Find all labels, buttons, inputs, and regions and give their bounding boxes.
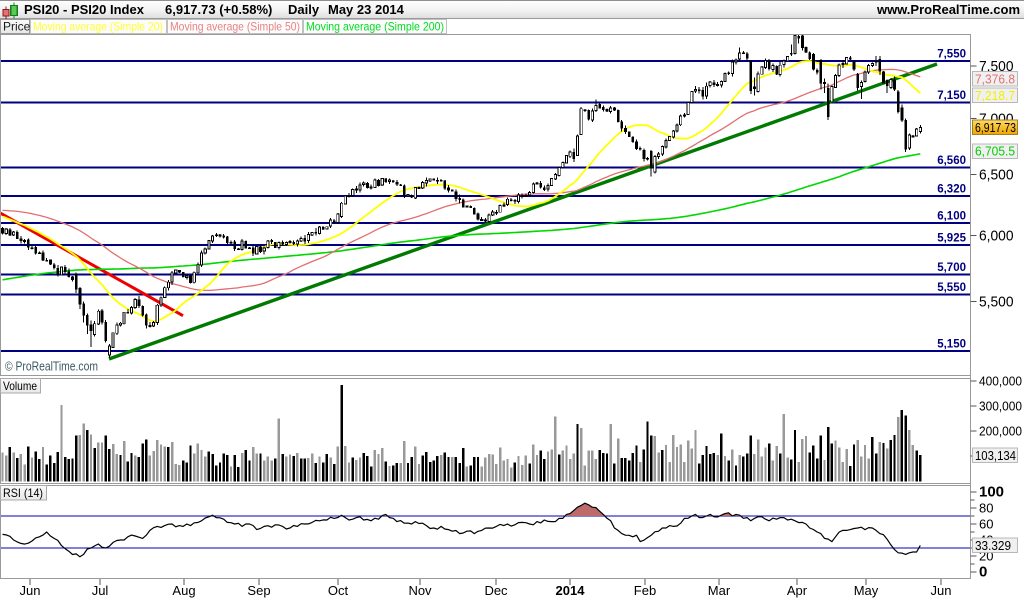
svg-text:400,000: 400,000 [979, 374, 1022, 389]
svg-text:Daily: Daily [288, 2, 320, 17]
svg-text:PSI20 - PSI20 Index: PSI20 - PSI20 Index [24, 2, 145, 17]
svg-text:100: 100 [979, 484, 1004, 501]
svg-text:5,700: 5,700 [937, 262, 966, 274]
svg-text:103,134: 103,134 [975, 448, 1016, 463]
svg-text:7,150: 7,150 [937, 90, 966, 102]
svg-text:6,705.5: 6,705.5 [975, 144, 1015, 159]
svg-text:Sep: Sep [247, 583, 270, 598]
svg-text:www.ProRealTime.com: www.ProRealTime.com [876, 2, 1020, 17]
svg-text:© ProRealTime.com: © ProRealTime.com [5, 360, 98, 374]
svg-text:5,150: 5,150 [937, 339, 966, 351]
svg-text:5,925: 5,925 [937, 232, 966, 244]
svg-text:7,218.7: 7,218.7 [975, 88, 1015, 103]
svg-text:RSI (14): RSI (14) [3, 486, 43, 500]
svg-text:6,560: 6,560 [937, 155, 966, 167]
svg-text:Jul: Jul [92, 583, 109, 598]
svg-text:33.329: 33.329 [975, 538, 1011, 553]
svg-text:2014: 2014 [556, 583, 586, 598]
svg-text:5,500: 5,500 [979, 293, 1014, 310]
svg-text:Moving average (Simple 20): Moving average (Simple 20) [33, 20, 163, 34]
svg-text:Jun: Jun [20, 583, 41, 598]
svg-text:Moving average (Simple 200): Moving average (Simple 200) [306, 20, 444, 34]
svg-text:Jun: Jun [931, 583, 952, 598]
svg-text:Nov: Nov [408, 583, 432, 598]
svg-text:7,500: 7,500 [979, 58, 1014, 75]
svg-text:60: 60 [979, 517, 993, 532]
svg-text:Apr: Apr [787, 583, 808, 598]
svg-text:Moving average (Simple 50): Moving average (Simple 50) [170, 20, 300, 34]
svg-text:6,500: 6,500 [979, 167, 1014, 184]
svg-text:6,320: 6,320 [937, 183, 966, 195]
svg-text:80: 80 [979, 501, 993, 516]
svg-text:Aug: Aug [172, 583, 195, 598]
svg-text:0: 0 [979, 564, 987, 581]
svg-text:7,376.8: 7,376.8 [975, 71, 1015, 86]
svg-text:6,917.73 (+0.58%): 6,917.73 (+0.58%) [165, 2, 272, 17]
svg-text:7,550: 7,550 [937, 49, 966, 61]
svg-text:Dec: Dec [484, 583, 508, 598]
svg-text:Mar: Mar [708, 583, 731, 598]
svg-text:6,917.73: 6,917.73 [975, 120, 1016, 135]
svg-text:Volume: Volume [3, 379, 37, 393]
svg-text:May: May [854, 583, 879, 598]
svg-text:6,000: 6,000 [979, 227, 1014, 244]
svg-text:200,000: 200,000 [979, 424, 1022, 439]
svg-text:6,100: 6,100 [937, 210, 966, 222]
svg-text:Oct: Oct [328, 583, 349, 598]
svg-text:5,550: 5,550 [937, 282, 966, 294]
svg-text:Feb: Feb [634, 583, 656, 598]
svg-text:Price: Price [3, 20, 31, 34]
svg-text:May 23 2014: May 23 2014 [328, 2, 405, 17]
svg-text:300,000: 300,000 [979, 399, 1022, 414]
